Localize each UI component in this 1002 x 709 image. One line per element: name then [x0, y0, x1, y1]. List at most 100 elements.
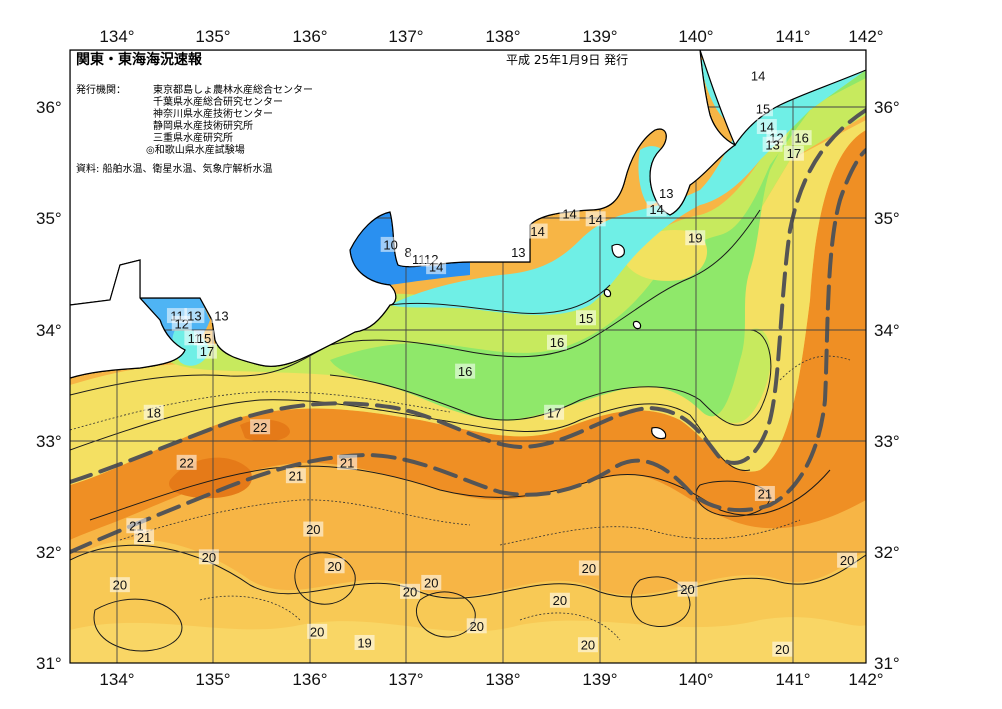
isotherm-label-bg: [211, 308, 232, 324]
lon-label: 135°: [195, 670, 230, 689]
isotherm-label-bg: [176, 454, 197, 470]
isotherm-label-bg: [354, 634, 375, 650]
publisher-item: 千葉県水産総合研究センター: [153, 95, 283, 108]
izu-oshima-island: [611, 243, 625, 258]
lon-label: 134°: [99, 27, 134, 46]
isotherm-label-bg: [772, 641, 793, 657]
isotherm-label-bg: [549, 592, 570, 608]
publisher-item: 静岡県水産技術研究所: [153, 119, 253, 132]
lon-label: 137°: [388, 27, 423, 46]
isotherm-label: 20: [202, 550, 216, 565]
isotherm-label: 17: [200, 344, 214, 359]
isotherm-label: 20: [306, 522, 320, 537]
isotherm-label-bg: [783, 145, 804, 161]
lon-label: 138°: [485, 27, 520, 46]
isotherm-label-bg: [559, 205, 580, 221]
lat-label: 33°: [874, 432, 900, 451]
isotherm-label: 16: [550, 335, 564, 350]
lon-label: 134°: [99, 670, 134, 689]
isotherm-label: 22: [253, 420, 267, 435]
lon-label: 142°: [848, 27, 883, 46]
isotherm-label-bg: [196, 343, 217, 359]
latitude-labels-right: 36° 35° 34° 33° 32° 31°: [874, 98, 900, 673]
isotherm-label: 14: [588, 212, 602, 227]
isotherm-label: 14: [429, 260, 443, 275]
lat-label: 34°: [874, 321, 900, 340]
lon-label: 137°: [388, 670, 423, 689]
isotherm-label: 20: [469, 619, 483, 634]
isotherm-label-bg: [324, 558, 345, 574]
isotherm-label-bg: [575, 310, 596, 326]
isotherm-label-bg: [754, 485, 775, 501]
lon-label: 138°: [485, 670, 520, 689]
isotherm-label: 14: [530, 224, 544, 239]
publisher-item: 三重県水産研究所: [153, 131, 233, 144]
isotherm-label: 15: [756, 102, 770, 117]
longitude-labels-top: 134° 135° 136° 137° 138° 139° 140° 141° …: [99, 27, 883, 46]
isotherm-label-bg: [109, 577, 130, 593]
isotherm-label-bg: [685, 230, 706, 246]
isotherm-label: 13: [511, 245, 525, 260]
isotherm-label: 13: [187, 309, 201, 324]
isotherm-label-bg: [426, 259, 447, 275]
lon-label: 140°: [678, 27, 713, 46]
isotherm-label-bg: [285, 468, 306, 484]
isotherm-label-bg: [337, 454, 358, 470]
map-frame: [69, 49, 867, 664]
lat-label: 31°: [874, 654, 900, 673]
lon-label: 135°: [195, 27, 230, 46]
isotherm-label: 14: [649, 202, 663, 217]
isotherm-label: 14: [562, 206, 576, 221]
isotherm-label: 10: [383, 237, 397, 252]
isotherm-label: 20: [840, 553, 854, 568]
isotherm-lines: [70, 209, 866, 652]
lat-label: 34°: [36, 321, 62, 340]
isotherm-label: 20: [113, 578, 127, 593]
map-title: 関東・東海海況速報: [76, 51, 203, 68]
longitude-labels-bottom: 134° 135° 136° 137° 138° 139° 140° 141° …: [99, 670, 883, 689]
isotherm-label-bg: [748, 67, 769, 83]
isotherm-label-bg: [544, 404, 565, 420]
isotherm-label: 21: [289, 469, 303, 484]
isotherm-label: 20: [403, 584, 417, 599]
lon-label: 140°: [678, 670, 713, 689]
isotherm-label-bg: [546, 334, 567, 350]
isotherm-label: 21: [340, 455, 354, 470]
isotherm-label-bg: [837, 552, 858, 568]
lon-label: 141°: [775, 27, 810, 46]
lat-label: 36°: [36, 98, 62, 117]
publisher-item-primary: ◎和歌山県水産試験場: [146, 143, 245, 156]
isotherm-label-bg: [791, 130, 812, 146]
isotherm-label: 13: [765, 137, 779, 152]
isotherm-label: 20: [582, 561, 596, 576]
isotherm-label: 20: [310, 624, 324, 639]
kuroshio-axis-lines: [70, 108, 866, 554]
minor-isotherm-lines: [70, 355, 851, 641]
isotherm-label: 16: [458, 364, 472, 379]
lon-label: 139°: [582, 27, 617, 46]
shikoku-land-overlay: [70, 259, 186, 379]
isotherm-label: 21: [137, 530, 151, 545]
isotherm-label: 8: [404, 245, 411, 260]
isotherm-label-bg: [455, 363, 476, 379]
isotherm-value-labels: 1415141213161713141414141910811121413111…: [109, 67, 886, 657]
isotherm-label-bg: [380, 236, 401, 252]
sea-temperature-field: 1415141213161713141414141910811121413111…: [70, 50, 886, 663]
isotherm-label: 21: [758, 486, 772, 501]
isotherm-label-bg: [143, 404, 164, 420]
isotherm-label-bg: [677, 581, 698, 597]
isotherm-label: 20: [680, 582, 694, 597]
lat-label: 36°: [874, 98, 900, 117]
isotherm-label: 17: [547, 405, 561, 420]
lon-label: 136°: [292, 27, 327, 46]
isotherm-label-bg: [527, 223, 548, 239]
isotherm-label: 20: [553, 593, 567, 608]
niijima-island: [603, 288, 612, 298]
issue-date: 平成 25年1月9日 発行: [506, 53, 628, 67]
isotherm-label: 20: [581, 638, 595, 653]
isotherm-label-bg: [866, 340, 886, 355]
isotherm-label: 18: [147, 405, 161, 420]
southern-cool-band: [70, 617, 866, 663]
isotherm-label-bg: [585, 211, 606, 227]
